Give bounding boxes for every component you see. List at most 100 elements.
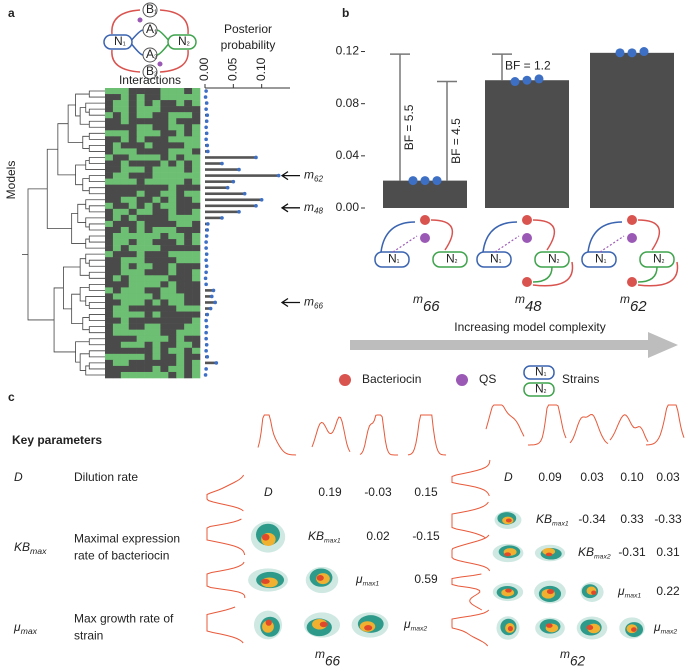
heatmap-cell	[160, 347, 169, 355]
heatmap-cell	[176, 130, 185, 137]
strain-label-main: N	[388, 252, 397, 266]
heatmap-cell	[192, 88, 201, 95]
network-edge	[159, 49, 189, 73]
heatmap-cell	[192, 100, 201, 107]
interaction-inhibit	[430, 219, 454, 251]
heatmap-cell	[105, 329, 114, 337]
data-point	[534, 74, 544, 84]
heatmap-cell	[112, 275, 122, 282]
heatmap-cell	[120, 353, 130, 361]
heatmap-cell	[128, 166, 137, 173]
dendrogram-branch	[75, 164, 86, 186]
heatmap-cell	[176, 359, 185, 367]
heatmap-cell	[152, 196, 161, 204]
network-node	[142, 2, 158, 18]
heatmap-cell	[128, 88, 137, 95]
heatmap-cell	[120, 359, 130, 367]
heatmap-cell	[144, 275, 153, 282]
bar-end-point	[204, 234, 209, 238]
heatmap-cell	[184, 311, 193, 318]
strain-label: N2	[548, 252, 560, 266]
legend-strain-main: N	[535, 365, 544, 379]
heatmap-cell	[184, 341, 193, 349]
bar	[205, 156, 256, 159]
heatmap-cell	[176, 347, 185, 355]
heatmap-cell	[144, 311, 153, 318]
heatmap-cell	[176, 305, 185, 312]
heatmap-cell	[152, 202, 161, 210]
heatmap-cell	[112, 106, 122, 113]
heatmap-cell	[184, 160, 193, 167]
density-contour	[505, 588, 512, 593]
heatmap-cell	[160, 233, 169, 240]
dendrogram-branch	[88, 132, 105, 140]
heatmap-cell	[160, 353, 169, 361]
heatmap-cell	[136, 293, 145, 300]
diagonal-label-main: D	[264, 485, 273, 499]
heatmap-cell	[168, 130, 177, 137]
heatmap-cell	[176, 118, 185, 125]
heatmap-cell	[176, 106, 185, 113]
legend-swatch	[339, 374, 351, 386]
heatmap-cell	[112, 160, 122, 167]
diagonal-label-main: μ	[617, 584, 625, 598]
heatmap-cell	[184, 100, 193, 107]
diagonal-label: μmax2	[403, 617, 427, 632]
bar	[205, 186, 228, 189]
heatmap-cell	[136, 323, 145, 330]
heatmap-cell	[152, 311, 161, 318]
heatmap-cell	[168, 245, 177, 252]
heatmap-cell	[176, 172, 185, 179]
heatmap-cell	[184, 269, 193, 276]
heatmap-cell	[105, 359, 114, 367]
marginal-density	[311, 416, 351, 453]
heatmap-cell	[136, 208, 145, 216]
heatmap-cell	[192, 136, 201, 143]
heatmap-cell	[192, 184, 201, 192]
heatmap-cell	[120, 88, 130, 95]
bar	[205, 361, 217, 365]
bar-end-point	[204, 246, 208, 250]
heatmap-cell	[176, 239, 185, 246]
density-contour	[546, 589, 554, 595]
param-symbol: D	[14, 470, 23, 484]
heatmap-cell	[120, 202, 130, 210]
heatmap-cell	[176, 287, 185, 294]
density-contour	[504, 552, 511, 557]
heatmap-cell	[105, 94, 114, 101]
model-label: m62	[560, 647, 586, 668]
strain-label-sub: 1	[499, 259, 502, 265]
heatmap-cell	[112, 317, 122, 324]
heatmap-cell	[168, 190, 177, 198]
heatmap-cell	[176, 341, 185, 349]
network-label-main: B	[146, 64, 154, 78]
correlation-value: 0.03	[656, 470, 680, 484]
marginal-density	[569, 413, 609, 445]
dendrogram-branch	[88, 175, 105, 183]
dendrogram-branch	[27, 188, 55, 321]
density-contour	[265, 619, 272, 626]
heatmap-cell	[176, 311, 185, 318]
correlation-value: 0.15	[414, 485, 438, 499]
heatmap-cell	[120, 226, 130, 234]
heatmap-cell	[176, 233, 185, 240]
bar-end-point	[203, 95, 208, 99]
heatmap-cell	[128, 263, 137, 270]
heatmap-cell	[112, 287, 122, 294]
heatmap-cell	[105, 317, 114, 324]
heatmap-cell	[105, 154, 114, 161]
heatmap-cell	[160, 142, 169, 149]
heatmap-cell	[136, 88, 145, 95]
qs-dot	[137, 17, 143, 23]
interactions-label: Interactions	[119, 73, 181, 87]
heatmap-cell	[144, 287, 153, 294]
dendrogram-branch	[88, 302, 105, 309]
heatmap-cell	[128, 287, 137, 294]
annotation-main: m	[304, 295, 314, 309]
heatmap-cell	[160, 251, 169, 258]
heatmap-cell	[184, 371, 193, 379]
heatmap-cell	[120, 257, 130, 264]
network-label-main: B	[146, 2, 154, 16]
bar-end-point	[220, 161, 224, 166]
diagonal-label-sub: max2	[411, 625, 428, 632]
